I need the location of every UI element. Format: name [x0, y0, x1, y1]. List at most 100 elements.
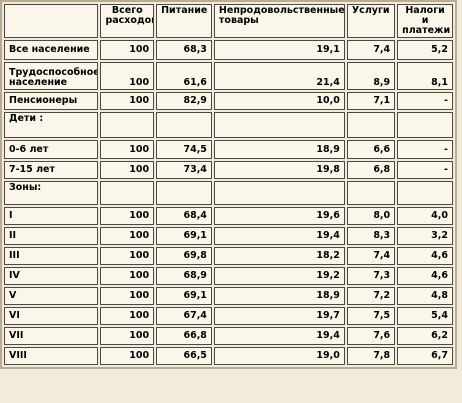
- header-taxes: Налоги и платежи: [397, 4, 453, 38]
- cell-nonfood: 19,4: [213, 227, 345, 245]
- cell-nonfood: 19,4: [213, 327, 345, 345]
- cell-food: [156, 112, 212, 138]
- cell-taxes: -: [397, 161, 453, 179]
- cell-total: 100: [100, 287, 155, 305]
- table-row: IV 100 68,9 19,2 7,3 4,6: [4, 267, 453, 285]
- header-food: Питание: [156, 4, 212, 38]
- cell-total: 100: [100, 140, 155, 159]
- cell-food: 69,1: [156, 227, 212, 245]
- row-label: VIII: [4, 347, 99, 365]
- cell-total: 100: [100, 247, 155, 265]
- table-row: VIII 100 66,5 19,0 7,8 6,7: [4, 347, 453, 365]
- cell-services: 6,6: [346, 140, 396, 159]
- cell-services: 8,9: [346, 62, 396, 90]
- cell-services: 7,8: [346, 347, 396, 365]
- cell-food: 68,9: [156, 267, 212, 285]
- cell-nonfood: 10,0: [213, 92, 345, 110]
- cell-food: 82,9: [156, 92, 212, 110]
- cell-taxes: 4,6: [397, 267, 453, 285]
- table-row: Пенсионеры 100 82,9 10,0 7,1 -: [4, 92, 453, 110]
- cell-services: 8,0: [346, 207, 396, 225]
- row-label: II: [4, 227, 99, 245]
- header-services: Услуги: [346, 4, 396, 38]
- table-row: Трудоспособное население 100 61,6 21,4 8…: [4, 62, 453, 90]
- cell-food: 68,3: [156, 40, 212, 60]
- row-label: Пенсионеры: [4, 92, 99, 110]
- expenditure-structure-table: Всего расходов Питание Непродовольственн…: [0, 0, 457, 369]
- header-total: Всего расходов: [100, 4, 155, 38]
- cell-total: 100: [100, 227, 155, 245]
- header-category: [4, 4, 99, 38]
- cell-services: 7,1: [346, 92, 396, 110]
- cell-services: 7,4: [346, 40, 396, 60]
- row-label: 0-6 лет: [4, 140, 99, 159]
- cell-total: 100: [100, 267, 155, 285]
- cell-total: [100, 181, 155, 205]
- cell-taxes: -: [397, 92, 453, 110]
- header-nonfood: Непродовольственные товары: [213, 4, 345, 38]
- table-row: III 100 69,8 18,2 7,4 4,6: [4, 247, 453, 265]
- cell-total: [100, 112, 155, 138]
- cell-taxes: [397, 181, 453, 205]
- table-row: II 100 69,1 19,4 8,3 3,2: [4, 227, 453, 245]
- cell-food: 67,4: [156, 307, 212, 325]
- table-row: 7-15 лет 100 73,4 19,8 6,8 -: [4, 161, 453, 179]
- cell-nonfood: [213, 181, 345, 205]
- table-row: Дети :: [4, 112, 453, 138]
- row-label: IV: [4, 267, 99, 285]
- cell-services: 8,3: [346, 227, 396, 245]
- cell-taxes: 3,2: [397, 227, 453, 245]
- cell-food: 61,6: [156, 62, 212, 90]
- cell-nonfood: 19,2: [213, 267, 345, 285]
- cell-nonfood: 19,6: [213, 207, 345, 225]
- table-row: Все население 100 68,3 19,1 7,4 5,2: [4, 40, 453, 60]
- row-label: VI: [4, 307, 99, 325]
- cell-nonfood: 19,7: [213, 307, 345, 325]
- cell-services: 7,4: [346, 247, 396, 265]
- cell-taxes: 6,2: [397, 327, 453, 345]
- cell-total: 100: [100, 327, 155, 345]
- cell-taxes: 6,7: [397, 347, 453, 365]
- table-row: VII 100 66,8 19,4 7,6 6,2: [4, 327, 453, 345]
- cell-food: 73,4: [156, 161, 212, 179]
- cell-food: [156, 181, 212, 205]
- cell-taxes: 4,6: [397, 247, 453, 265]
- cell-nonfood: 18,2: [213, 247, 345, 265]
- cell-services: 7,5: [346, 307, 396, 325]
- cell-food: 69,8: [156, 247, 212, 265]
- cell-taxes: [397, 112, 453, 138]
- cell-food: 66,8: [156, 327, 212, 345]
- cell-nonfood: 19,1: [213, 40, 345, 60]
- cell-total: 100: [100, 161, 155, 179]
- cell-taxes: 5,4: [397, 307, 453, 325]
- cell-services: [346, 112, 396, 138]
- cell-food: 68,4: [156, 207, 212, 225]
- cell-total: 100: [100, 307, 155, 325]
- cell-nonfood: [213, 112, 345, 138]
- header-row: Всего расходов Питание Непродовольственн…: [4, 4, 453, 38]
- table-row: I 100 68,4 19,6 8,0 4,0: [4, 207, 453, 225]
- cell-total: 100: [100, 347, 155, 365]
- cell-taxes: 4,8: [397, 287, 453, 305]
- row-label: 7-15 лет: [4, 161, 99, 179]
- row-label: I: [4, 207, 99, 225]
- cell-taxes: 8,1: [397, 62, 453, 90]
- cell-services: 6,8: [346, 161, 396, 179]
- cell-services: 7,6: [346, 327, 396, 345]
- cell-nonfood: 19,8: [213, 161, 345, 179]
- cell-total: 100: [100, 62, 155, 90]
- cell-food: 74,5: [156, 140, 212, 159]
- table-row: VI 100 67,4 19,7 7,5 5,4: [4, 307, 453, 325]
- row-label: Все население: [4, 40, 99, 60]
- row-label: V: [4, 287, 99, 305]
- cell-total: 100: [100, 40, 155, 60]
- row-label: III: [4, 247, 99, 265]
- cell-food: 69,1: [156, 287, 212, 305]
- row-label: Зоны:: [4, 181, 99, 205]
- cell-taxes: 4,0: [397, 207, 453, 225]
- row-label: VII: [4, 327, 99, 345]
- table-row: 0-6 лет 100 74,5 18,9 6,6 -: [4, 140, 453, 159]
- cell-nonfood: 18,9: [213, 140, 345, 159]
- cell-food: 66,5: [156, 347, 212, 365]
- table-row: Зоны:: [4, 181, 453, 205]
